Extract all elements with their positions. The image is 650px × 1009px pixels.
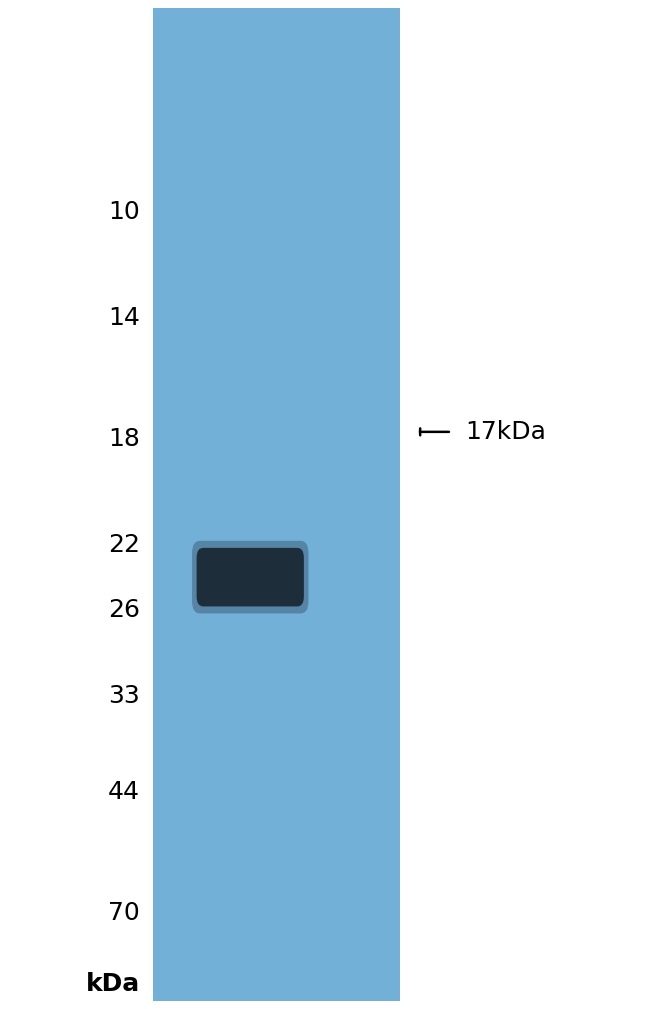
FancyBboxPatch shape bbox=[192, 541, 309, 613]
Text: 44: 44 bbox=[108, 780, 140, 804]
Text: 18: 18 bbox=[108, 427, 140, 451]
Text: 33: 33 bbox=[108, 684, 140, 708]
Text: 22: 22 bbox=[108, 533, 140, 557]
Text: kDa: kDa bbox=[86, 972, 140, 996]
Text: 14: 14 bbox=[108, 306, 140, 330]
Text: 10: 10 bbox=[108, 200, 140, 224]
FancyBboxPatch shape bbox=[196, 548, 304, 606]
Text: 70: 70 bbox=[108, 901, 140, 925]
Text: 26: 26 bbox=[108, 598, 140, 623]
Bar bbox=[153, 8, 400, 1001]
Text: 17kDa: 17kDa bbox=[465, 420, 545, 444]
